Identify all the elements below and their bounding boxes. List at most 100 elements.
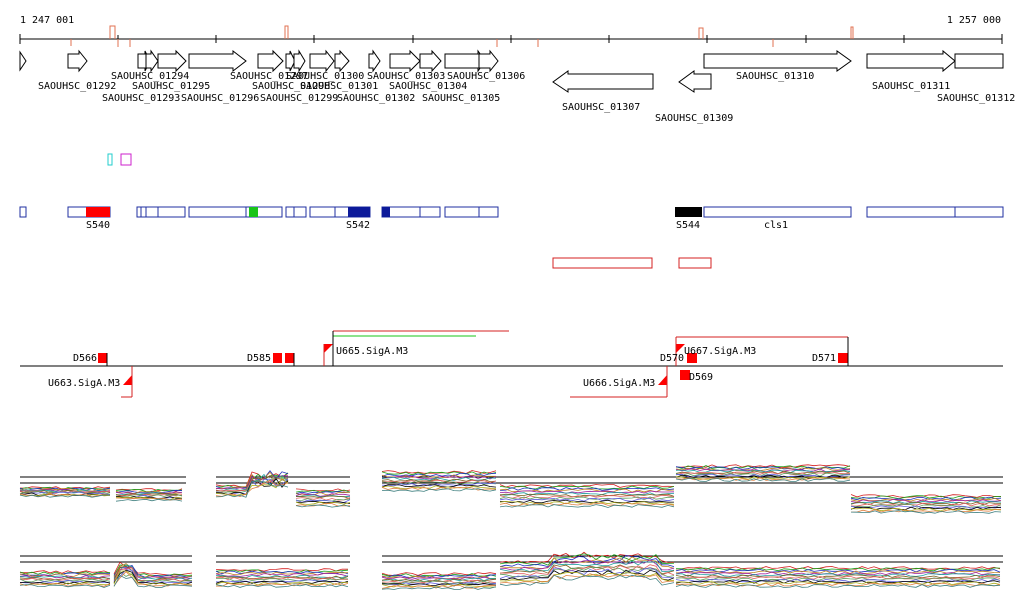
breakpoint-label: D570 bbox=[660, 353, 684, 364]
gene-arrow[interactable] bbox=[552, 70, 654, 93]
expression-profile-line bbox=[675, 584, 1001, 588]
expression-profile-line bbox=[850, 499, 1002, 503]
expression-profile-line bbox=[675, 471, 851, 476]
lower-profile-lines bbox=[19, 551, 1001, 590]
expression-profile-line bbox=[381, 483, 497, 488]
gene-arrow[interactable] bbox=[954, 53, 1004, 69]
segment-box[interactable] bbox=[285, 206, 307, 218]
expression-profile-line bbox=[19, 573, 111, 577]
breakpoint-label: D569 bbox=[689, 372, 713, 383]
expression-profile-line bbox=[215, 480, 289, 498]
expression-profile-line bbox=[499, 564, 675, 576]
expression-profile-line bbox=[850, 508, 1001, 513]
segment-box[interactable] bbox=[188, 206, 247, 218]
expression-profile-line bbox=[675, 571, 1001, 576]
gene-arrow[interactable] bbox=[478, 49, 499, 73]
promoter-triangle[interactable] bbox=[123, 375, 132, 385]
transcript-box[interactable] bbox=[552, 257, 653, 269]
expression-profile-line bbox=[381, 577, 497, 582]
promoter-triangle[interactable] bbox=[324, 344, 333, 353]
breakpoint-marker[interactable] bbox=[273, 353, 282, 363]
gene-arrow[interactable] bbox=[293, 49, 306, 73]
expression-profile-line bbox=[850, 494, 1002, 498]
breakpoint-marker[interactable] bbox=[285, 353, 294, 363]
expression-profile-line bbox=[113, 569, 193, 584]
expression-profile-line bbox=[381, 475, 497, 480]
gene-arrow[interactable] bbox=[419, 49, 442, 73]
segment-marker-navy[interactable] bbox=[348, 207, 370, 217]
segment-box[interactable] bbox=[866, 206, 1004, 218]
gene-arrow[interactable] bbox=[257, 49, 284, 73]
gene-arrow[interactable] bbox=[309, 49, 335, 73]
expression-profile-line bbox=[675, 474, 851, 479]
segment-label: S540 bbox=[86, 220, 110, 231]
segment-box[interactable] bbox=[136, 206, 186, 218]
breakpoint-marker[interactable] bbox=[680, 370, 690, 380]
gene-arrow[interactable] bbox=[19, 50, 27, 72]
expression-profile-line bbox=[675, 566, 1001, 570]
segment-box[interactable] bbox=[245, 206, 283, 218]
breakpoint-marker[interactable] bbox=[687, 353, 697, 363]
cyan-feature-marker[interactable] bbox=[107, 153, 113, 166]
breakpoint-marker[interactable] bbox=[98, 353, 107, 363]
gene-arrow[interactable] bbox=[67, 49, 88, 73]
expression-profile-line bbox=[115, 492, 183, 497]
breakpoint-marker[interactable] bbox=[838, 353, 848, 363]
expression-profile-line bbox=[850, 495, 1002, 500]
expression-profile-line bbox=[381, 586, 497, 590]
expression-profile-line bbox=[850, 500, 1002, 505]
gene-arrow[interactable] bbox=[703, 50, 852, 72]
expression-profile-line bbox=[851, 503, 1002, 508]
expression-profile-line bbox=[381, 479, 497, 484]
promoter-triangle[interactable] bbox=[676, 344, 685, 353]
gene-labels: SAOUHSC_01292 SAOUHSC_01293 SAOUHSC_0129… bbox=[38, 71, 1015, 124]
promoter-triangle[interactable] bbox=[658, 375, 667, 385]
segment-box[interactable] bbox=[703, 206, 852, 218]
gene-arrow[interactable] bbox=[678, 70, 712, 93]
segment-marker-red[interactable] bbox=[86, 207, 110, 217]
expression-profile-line bbox=[295, 491, 351, 496]
gene-label: SAOUHSC_01305 bbox=[422, 93, 500, 104]
expression-profile-line bbox=[499, 574, 675, 586]
expression-profile-track-upper bbox=[19, 464, 1003, 514]
expression-profile-line bbox=[675, 580, 1001, 584]
expression-profile-line bbox=[499, 556, 675, 569]
expression-profile-line bbox=[499, 497, 675, 502]
segment-marker-navy-small[interactable] bbox=[382, 207, 390, 217]
gene-arrow[interactable] bbox=[285, 50, 296, 72]
expression-profile-line bbox=[381, 488, 497, 492]
transcript-box[interactable] bbox=[678, 257, 712, 269]
expression-profile-line bbox=[113, 564, 193, 581]
gene-arrow[interactable] bbox=[157, 49, 187, 73]
segment-marker-black[interactable] bbox=[675, 207, 702, 217]
segment-label: cls1 bbox=[764, 220, 788, 231]
expression-profile-line bbox=[113, 571, 193, 587]
gene-track bbox=[19, 49, 1004, 93]
gene-label: SAOUHSC_01298 bbox=[252, 81, 330, 92]
ruler-start-label: 1 247 001 bbox=[20, 15, 74, 26]
segment-marker-green[interactable] bbox=[249, 207, 258, 217]
expression-profile-line bbox=[850, 502, 1002, 507]
gene-label: SAOUHSC_01292 bbox=[38, 81, 116, 92]
expression-profile-line bbox=[499, 567, 675, 579]
expression-profile-line bbox=[381, 472, 497, 477]
expression-profile-line bbox=[675, 582, 1001, 587]
gene-arrow[interactable] bbox=[145, 49, 159, 73]
segment-box[interactable] bbox=[381, 206, 441, 218]
gene-arrow[interactable] bbox=[334, 49, 350, 73]
gene-arrow[interactable] bbox=[188, 49, 247, 73]
expression-profile-line bbox=[499, 499, 675, 504]
breakpoint-track: D566 D585 D570 D571 D569 U663.SigA.M3 U6… bbox=[20, 330, 1003, 398]
gene-arrow[interactable] bbox=[866, 49, 956, 73]
expression-profile-line bbox=[675, 467, 851, 472]
expression-profile-line bbox=[499, 560, 675, 573]
expression-profile-line bbox=[499, 494, 675, 499]
expression-profile-line bbox=[215, 568, 349, 572]
gene-arrow[interactable] bbox=[368, 49, 381, 73]
gene-arrow[interactable] bbox=[389, 49, 421, 73]
segment-box[interactable] bbox=[19, 206, 27, 218]
segment-box[interactable] bbox=[444, 206, 499, 218]
magenta-feature-marker[interactable] bbox=[120, 153, 132, 166]
expression-profile-line bbox=[675, 575, 1001, 580]
